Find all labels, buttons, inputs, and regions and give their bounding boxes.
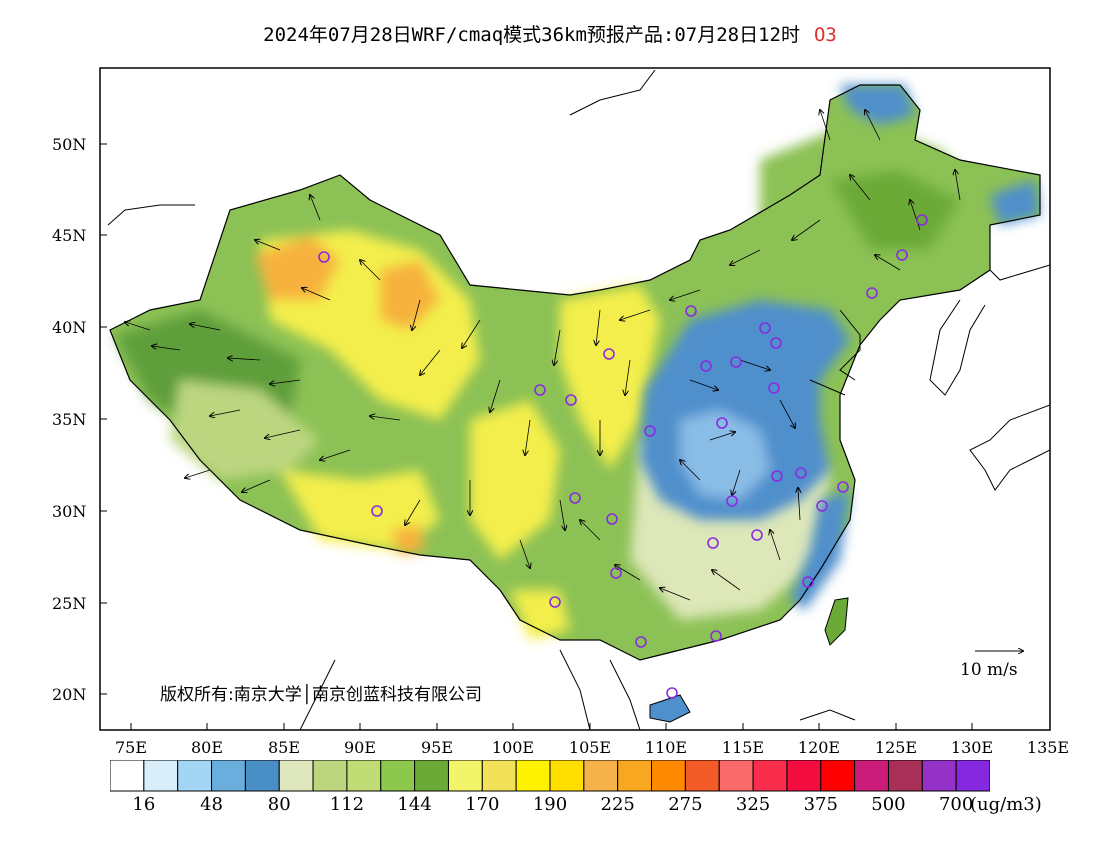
colorbar-swatch xyxy=(684,760,720,792)
hainan-island xyxy=(649,694,691,723)
colorbar-labels: 16 48 80 112 144 170 190 225 275 325 375 500 700 xyxy=(0,794,1100,818)
colorbar-swatch xyxy=(617,760,653,792)
lon-label-135e: 135E xyxy=(1027,738,1069,757)
colorbar-label: 225 xyxy=(600,794,635,815)
lon-label-115e: 115E xyxy=(722,738,764,757)
lon-label-95e: 95E xyxy=(421,738,453,757)
coastline-russia-north xyxy=(107,69,656,226)
colorbar-label: 375 xyxy=(803,794,838,815)
colorbar-swatch xyxy=(481,760,517,792)
colorbar-swatch xyxy=(820,760,856,792)
wind-vectors xyxy=(125,110,961,601)
colorbar-swatch xyxy=(921,760,957,792)
colorbar xyxy=(110,760,990,792)
colorbar-swatch xyxy=(549,760,585,792)
colorbar-label: 16 xyxy=(132,794,156,815)
colorbar-swatch xyxy=(244,760,280,792)
colorbar-swatch xyxy=(887,760,923,792)
title-main: 2024年07月28日WRF/cmaq模式36km预报产品:07月28日12时 xyxy=(263,24,800,46)
lat-label-20n: 20N xyxy=(52,685,86,704)
yellow-sea-coast xyxy=(809,309,861,396)
colorbar-swatch xyxy=(583,760,619,792)
lon-label-75e: 75E xyxy=(115,738,147,757)
colorbar-units: (ug/m3) xyxy=(970,794,1042,815)
light-blue-ring xyxy=(680,410,770,500)
colorbar-swatch xyxy=(211,760,246,792)
lon-label-90e: 90E xyxy=(344,738,376,757)
lat-label-30n: 30N xyxy=(52,502,86,521)
lat-label-35n: 35N xyxy=(52,410,86,429)
lon-label-100e: 100E xyxy=(492,738,534,757)
wind-scale-label: 10 m/s xyxy=(960,660,1018,680)
colorbar-label: 190 xyxy=(532,794,568,815)
map-title: 2024年07月28日WRF/cmaq模式36km预报产品:07月28日12时 O… xyxy=(0,20,1100,47)
colorbar-swatch xyxy=(955,760,990,792)
lon-label-120e: 120E xyxy=(798,738,840,757)
colorbar-swatch xyxy=(752,760,788,792)
colorbar-label: 275 xyxy=(668,794,703,815)
map-field xyxy=(107,69,1050,730)
yellow-patch-north xyxy=(560,285,660,470)
light-green-patch-southwest xyxy=(170,380,320,480)
yellow-patch-central xyxy=(470,400,560,560)
colorbar-swatch xyxy=(278,760,314,792)
colorbar-swatch xyxy=(110,760,145,792)
lat-label-45n: 45N xyxy=(52,226,86,245)
colorbar-swatch xyxy=(447,760,483,792)
colorbar-swatch xyxy=(143,760,179,792)
colorbar-label: 500 xyxy=(871,794,906,815)
colorbar-swatch xyxy=(786,760,822,792)
colorbar-label: 170 xyxy=(465,794,500,815)
blue-northeast-patch xyxy=(840,85,915,125)
colorbar-label: 325 xyxy=(735,794,771,815)
taiwan-island xyxy=(824,597,849,646)
orange-patch-tibet xyxy=(390,525,425,555)
colorbar-swatch xyxy=(414,760,449,792)
colorbar-swatch xyxy=(718,760,754,792)
coastline-southeast-asia xyxy=(299,649,856,730)
coastline-korea xyxy=(929,264,1050,396)
lon-label-80e: 80E xyxy=(191,738,223,757)
lon-label-105e: 105E xyxy=(569,738,611,757)
lat-label-40n: 40N xyxy=(52,318,86,337)
coastline-japan xyxy=(969,404,1050,491)
colorbar-label: 700 xyxy=(938,794,974,815)
station-markers xyxy=(318,214,928,699)
colorbar-label: 80 xyxy=(267,794,291,815)
colorbar-swatch xyxy=(515,760,551,792)
map-frame xyxy=(99,67,1051,731)
colorbar-swatch xyxy=(380,760,416,792)
colorbar-swatch xyxy=(312,760,348,792)
orange-patch-xinjiang xyxy=(255,235,340,300)
colorbar-swatch xyxy=(177,760,213,792)
orange-patch-gobi xyxy=(380,260,440,330)
latitude-axis xyxy=(100,143,107,695)
longitude-axis xyxy=(130,723,973,730)
colorbar-swatch xyxy=(854,760,889,792)
copyright-text: 版权所有:南京大学│南京创蓝科技有限公司 xyxy=(160,685,482,705)
colorbar-label: 144 xyxy=(397,794,432,815)
yellow-patch-yunnan xyxy=(510,590,570,640)
lon-label-130e: 130E xyxy=(951,738,993,757)
colorbar-swatch xyxy=(651,760,686,792)
colorbar-label: 112 xyxy=(329,794,365,815)
title-species: O3 xyxy=(813,24,837,46)
blue-coast-strip xyxy=(790,490,850,610)
colorbar-swatch xyxy=(346,760,382,792)
lat-label-25n: 25N xyxy=(52,594,86,613)
lon-label-85e: 85E xyxy=(268,738,300,757)
colorbar-label: 48 xyxy=(200,794,223,815)
lon-label-110e: 110E xyxy=(645,738,687,757)
blue-heilongjiang-patch xyxy=(990,180,1040,225)
lat-label-50n: 50N xyxy=(52,135,86,154)
lon-label-125e: 125E xyxy=(875,738,917,757)
